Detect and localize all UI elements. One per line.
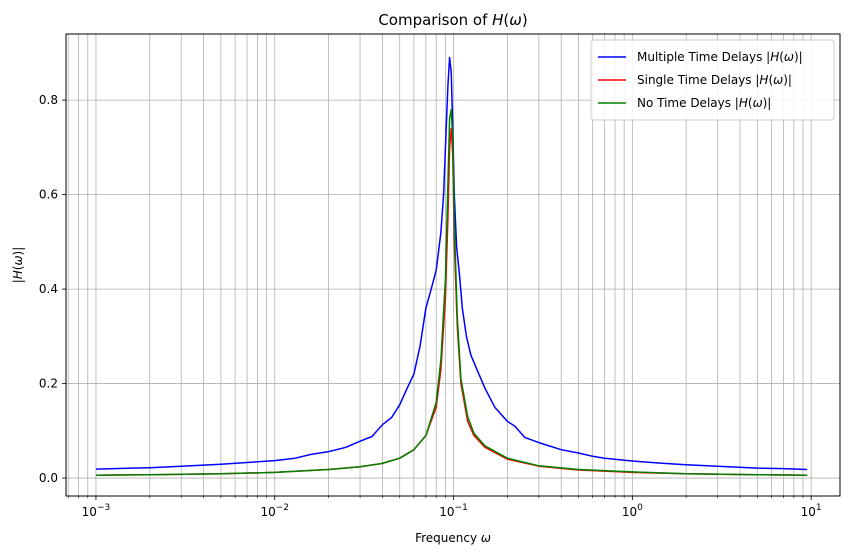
x-tick-label: 10−1 xyxy=(439,503,468,519)
ticks: 10−3 10−2 10−1 100 101 0.0 0.2 0.4 0.6 0.8 xyxy=(39,93,822,519)
series-line-1 xyxy=(95,56,808,471)
legend-label-3: No Time Delays |H(ω)| xyxy=(637,96,771,110)
y-tick-label: 0.6 xyxy=(39,188,58,202)
series-layer xyxy=(95,56,808,476)
x-tick-label: 100 xyxy=(622,503,643,519)
chart-title: Comparison of H(ω) xyxy=(378,11,527,29)
grid xyxy=(66,34,840,496)
legend-box xyxy=(590,39,835,121)
y-axis-label: |H(ω)| xyxy=(11,247,25,284)
legend: Multiple Time Delays |H(ω)| Single Time D… xyxy=(590,39,835,121)
series-line-3 xyxy=(95,108,808,476)
x-tick-label: 10−3 xyxy=(82,503,111,519)
plot-frame xyxy=(65,33,841,497)
x-tick-label: 101 xyxy=(801,503,822,519)
y-tick-label: 0.2 xyxy=(39,377,58,391)
y-tick-label: 0.4 xyxy=(39,282,58,296)
legend-label-2: Single Time Delays |H(ω)| xyxy=(637,73,792,87)
x-axis-label: Frequency ω xyxy=(415,531,491,545)
legend-label-1: Multiple Time Delays |H(ω)| xyxy=(637,50,803,64)
y-tick-label: 0.8 xyxy=(39,93,58,107)
y-tick-label: 0.0 xyxy=(39,471,58,485)
x-tick-label: 10−2 xyxy=(260,503,289,519)
